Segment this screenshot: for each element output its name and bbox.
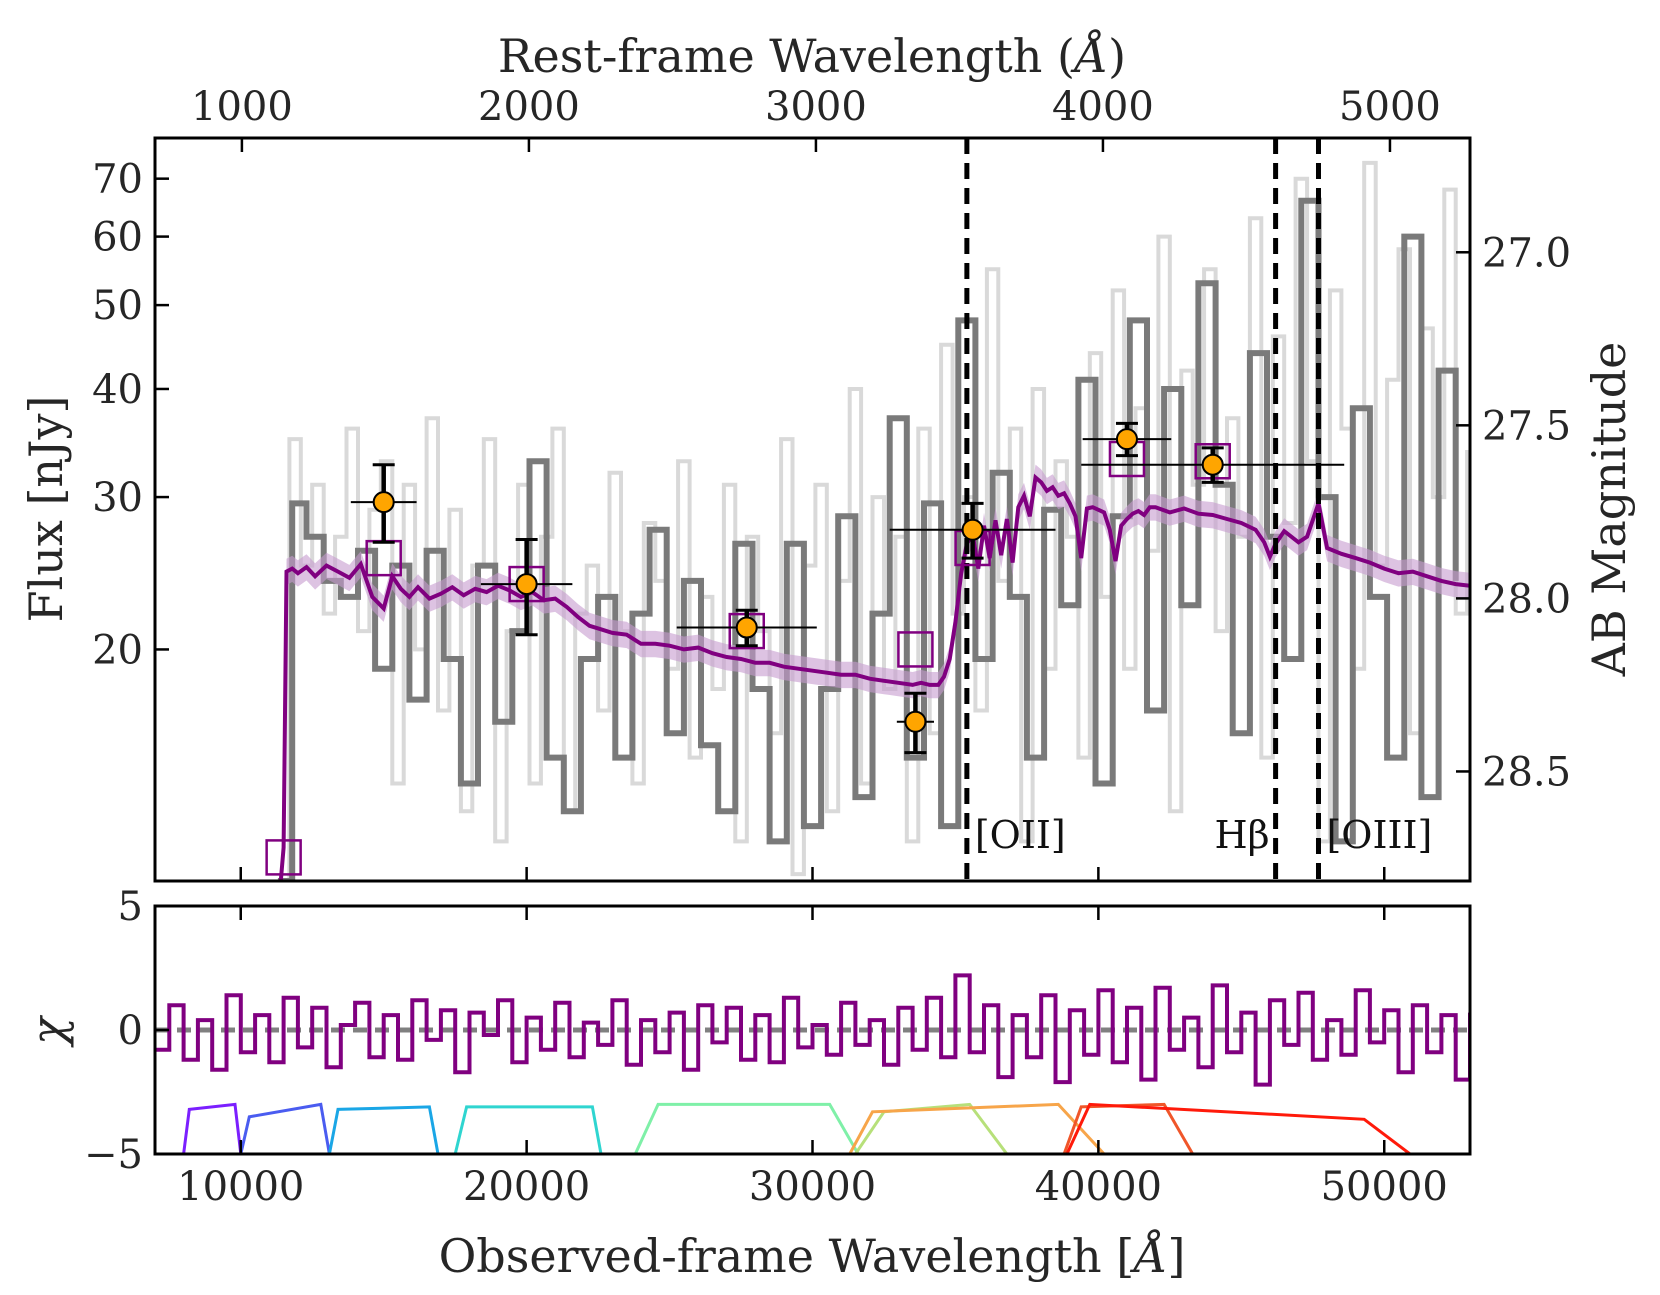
ab-magnitude-axis-title: AB Magnitude xyxy=(1582,342,1636,678)
model-spectrum-line xyxy=(278,473,1470,881)
chi-residual-layer xyxy=(155,973,1470,1087)
flux-axis-title: Flux [nJy] xyxy=(19,396,73,623)
filter-curve xyxy=(1065,1102,1411,1154)
y-tick-label: 40 xyxy=(92,367,143,413)
filter-curve xyxy=(327,1105,440,1154)
y-tick-label: 60 xyxy=(92,215,143,261)
top-tick-label: 2000 xyxy=(478,84,580,130)
photometry-point xyxy=(1082,421,1172,458)
chi-residual-line xyxy=(155,973,1470,1087)
top-tick-label: 4000 xyxy=(1052,84,1154,130)
photometry-point xyxy=(350,463,417,544)
filter-curve xyxy=(182,1102,243,1154)
emission-line-labels: [OII] Hβ [OIII] xyxy=(975,813,1432,857)
filter-curve xyxy=(239,1102,331,1154)
y-tick-label: 5 xyxy=(118,884,143,930)
photometry-marker xyxy=(372,491,395,514)
ab-magnitude-axis: 27.0 27.5 28.0 28.5 xyxy=(1456,230,1571,795)
filter-curve xyxy=(848,1102,1106,1154)
y-tick-label: 30 xyxy=(92,475,143,521)
x-tick-label: 30000 xyxy=(749,1164,876,1210)
x-tick-label: 20000 xyxy=(463,1164,590,1210)
right-tick-label: 27.5 xyxy=(1482,403,1571,449)
flux-axis: 20 30 40 50 60 70 xyxy=(92,157,169,673)
top-tick-label: 1000 xyxy=(191,84,293,130)
sed-panel: [OII] Hβ [OIII] 1000 2000 3000 4000 5000 20 30 4… xyxy=(19,28,1636,883)
photometry-point xyxy=(1081,446,1345,484)
filter-curves-layer xyxy=(182,1102,1411,1154)
chi-axis: −5 0 5 xyxy=(84,884,169,1178)
filter-curve xyxy=(453,1105,603,1154)
top-tick-label: 5000 xyxy=(1339,84,1441,130)
filter-curve xyxy=(633,1102,860,1154)
photometry-layer xyxy=(350,421,1345,755)
model-uncertainty-band xyxy=(280,464,1470,881)
y-tick-label: −5 xyxy=(84,1132,143,1178)
top-tick-label: 3000 xyxy=(765,84,867,130)
photometry-marker xyxy=(1115,428,1138,451)
filter-curve xyxy=(854,1102,1009,1154)
photometry-marker xyxy=(1201,453,1224,476)
observed-frame-axis-title: Observed-frame Wavelength [Å] xyxy=(439,1228,1186,1283)
photometry-marker xyxy=(515,573,538,596)
y-tick-label: 70 xyxy=(92,157,143,203)
x-tick-label: 10000 xyxy=(177,1164,304,1210)
photometry-point xyxy=(676,608,817,648)
model-photometry-point xyxy=(897,631,934,668)
residual-panel: 10000 20000 30000 40000 50000 −5 0 5 χ Observe… xyxy=(21,884,1472,1283)
emission-line-label: [OIII] xyxy=(1326,813,1432,857)
y-tick-label: 0 xyxy=(118,1008,143,1054)
y-tick-label: 50 xyxy=(92,283,143,329)
observed-frame-axis: 10000 20000 30000 40000 50000 xyxy=(177,906,1448,1210)
binned-spectrum-layer xyxy=(277,197,1459,881)
rest-frame-axis-title: Rest-frame Wavelength (Å) xyxy=(498,28,1126,83)
emission-line-label: [OII] xyxy=(975,813,1066,857)
photometry-point xyxy=(896,691,934,755)
right-tick-label: 28.5 xyxy=(1482,749,1571,795)
right-tick-label: 27.0 xyxy=(1482,230,1571,276)
sed-bottom-ticks xyxy=(239,867,1386,881)
model-photometry-point xyxy=(265,839,302,876)
emission-line-label: Hβ xyxy=(1214,813,1269,857)
photometry-point xyxy=(889,501,1056,560)
model-spectrum-layer xyxy=(278,464,1470,881)
filter-curve xyxy=(1062,1102,1194,1154)
y-tick-label: 20 xyxy=(92,627,143,673)
x-tick-label: 40000 xyxy=(1035,1164,1162,1210)
right-tick-label: 28.0 xyxy=(1482,576,1571,622)
photometry-marker xyxy=(735,616,758,639)
photometry-marker xyxy=(961,518,984,541)
rest-frame-axis: 1000 2000 3000 4000 5000 xyxy=(191,84,1441,152)
binned-spectrum-line xyxy=(277,197,1459,881)
photometry-marker xyxy=(904,710,927,733)
photometry-point xyxy=(480,537,573,637)
chi-axis-title: χ xyxy=(21,1014,75,1048)
x-tick-label: 50000 xyxy=(1321,1164,1448,1210)
